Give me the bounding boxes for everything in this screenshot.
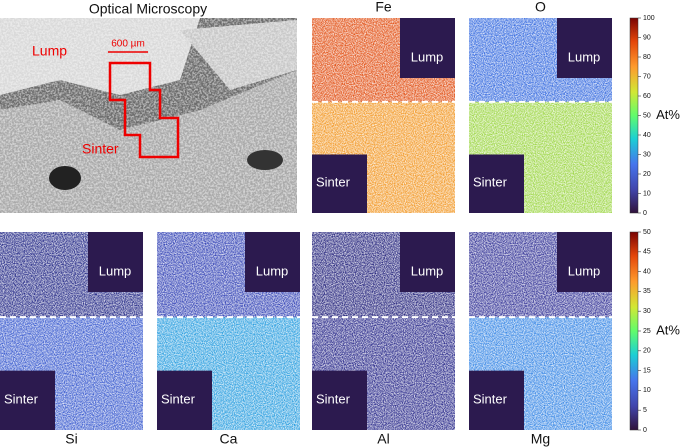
region-label: Sinter [4, 391, 39, 406]
colorbar-gradient [629, 231, 639, 431]
colorbar-tick-label: 30 [643, 308, 651, 315]
colorbar-tick-label: 70 [643, 73, 651, 80]
element-map: Lump Sinter Mg [469, 232, 612, 447]
region-label: Lump [568, 49, 601, 64]
element-map: Lump Sinter Al [312, 232, 455, 447]
colorbar-tick-label: 10 [643, 387, 651, 394]
colorbar-tick-label: 50 [643, 229, 651, 236]
region-label: Lump [411, 49, 444, 64]
map-outline [108, 61, 180, 159]
colorbar-tick-label: 15 [643, 367, 651, 374]
colorbar-label: At% [656, 107, 680, 122]
colorbar-tick-label: 0 [643, 210, 647, 217]
colorbar-tick-label: 5 [643, 407, 647, 414]
colorbar-tick-label: 80 [643, 54, 651, 61]
colorbar-tick-label: 20 [643, 348, 651, 355]
pore [49, 166, 81, 190]
colorbar: 0 5 10 15 20 25 30 35 40 45 50 At% [629, 229, 680, 434]
element-label: Al [377, 431, 389, 447]
region-label: Sinter [316, 391, 351, 406]
element-label: Mg [531, 431, 550, 447]
colorbar-tick-label: 35 [643, 288, 651, 295]
element-map: Lump Sinter Si [0, 232, 143, 447]
colorbar-gradient [629, 17, 639, 214]
colorbar-tick-label: 100 [643, 15, 655, 22]
scale-bar-label: 600 µm [111, 39, 145, 50]
element-map: Lump Sinter Ca [157, 232, 300, 447]
region-label: Sinter [316, 174, 351, 189]
element-label: Ca [220, 431, 238, 447]
optical-panel: 600 µm Lump Sinter Optical Microscopy [0, 1, 297, 213]
colorbar-tick-label: 0 [643, 427, 647, 434]
region-label: Lump [99, 263, 132, 278]
region-label: Lump [256, 263, 289, 278]
element-label: O [535, 0, 546, 15]
colorbar-tick-label: 30 [643, 151, 651, 158]
colorbar-tick-label: 50 [643, 112, 651, 119]
region-label: Lump [568, 263, 601, 278]
colorbar-tick-label: 40 [643, 268, 651, 275]
region-label: Lump [32, 43, 67, 59]
colorbar-tick-label: 90 [643, 34, 651, 41]
element-map: Lump Sinter Fe [312, 0, 455, 213]
colorbar-tick-label: 60 [643, 93, 651, 100]
region-label: Sinter [161, 391, 196, 406]
region-label: Sinter [82, 141, 119, 157]
colorbar-tick-label: 25 [643, 328, 651, 335]
colorbar-tick-label: 10 [643, 190, 651, 197]
region-label: Sinter [473, 174, 508, 189]
map-data [469, 232, 612, 430]
pore [247, 150, 283, 170]
panel-title: Optical Microscopy [89, 1, 207, 17]
region-label: Sinter [473, 391, 508, 406]
element-label: Si [65, 431, 77, 447]
region-label: Lump [411, 263, 444, 278]
colorbar-tick-label: 40 [643, 132, 651, 139]
colorbar-tick-label: 20 [643, 171, 651, 178]
colorbar: 0 10 20 30 40 50 60 70 80 90 100 At% [629, 15, 680, 217]
colorbar-tick-label: 45 [643, 249, 651, 256]
element-label: Fe [375, 0, 392, 15]
element-map: Lump Sinter O [469, 0, 612, 213]
colorbar-label: At% [656, 322, 680, 337]
